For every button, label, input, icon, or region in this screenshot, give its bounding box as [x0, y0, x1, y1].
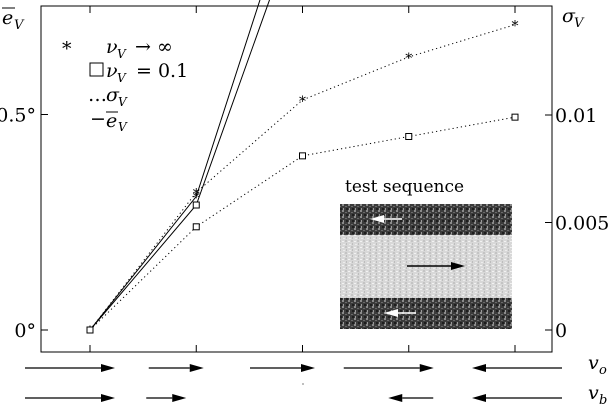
data-point-square: [86, 326, 94, 334]
direction-arrow-left: [472, 364, 562, 372]
arrow-head: [189, 364, 204, 372]
row-label-vb: v: [588, 382, 599, 404]
data-point-star: *: [512, 19, 519, 35]
direction-arrow-left: [472, 394, 562, 402]
data-point-star: *: [405, 51, 412, 67]
right-ticks: 0 0.005 0.01: [545, 105, 609, 342]
right-axis-label-sub: V: [574, 16, 585, 31]
legend-symbol-square: [89, 62, 104, 77]
legend-label-square-sub: V: [117, 71, 127, 85]
inset-title: test sequence: [345, 177, 464, 197]
legend-label-ebar: e: [106, 110, 117, 132]
arrow-head: [101, 364, 115, 372]
bottom-direction-rows: [25, 364, 562, 402]
legend-label-star-rest: → ∞: [135, 36, 173, 58]
data-point-star: *: [299, 94, 306, 110]
arrow-head: [384, 309, 398, 317]
data-point-square: [405, 133, 413, 140]
data-point-star: *: [193, 190, 200, 206]
arrow-head: [172, 394, 187, 402]
arrow-head: [419, 364, 434, 372]
row-labels: v o v b: [588, 352, 607, 408]
direction-arrow-right: [25, 394, 115, 402]
right-axis-label: σ V: [562, 5, 585, 31]
series-layer: **********: [86, 0, 519, 340]
direction-arrow-right: [343, 364, 434, 372]
legend-symbol-solid: −: [90, 108, 106, 130]
right-tick-label: 0.01: [555, 105, 597, 127]
legend-symbol-star: *: [62, 38, 72, 60]
direction-arrow-right: [146, 394, 187, 402]
left-tick-label: 0°: [14, 320, 36, 342]
left-axis-label-sub: V: [14, 18, 25, 33]
row-label-vo-sub: o: [599, 363, 607, 378]
legend-label-ebar-sub: V: [118, 120, 128, 134]
left-axis-label: e V: [2, 7, 25, 33]
right-axis-label-main: σ: [562, 5, 576, 27]
row-label-vo: v: [588, 352, 599, 374]
legend-symbol-dotted: …: [88, 84, 107, 106]
data-point-square: [192, 223, 200, 231]
inset-band-top: [340, 204, 512, 235]
arrow-head: [370, 215, 384, 223]
series-square-sigma: [86, 113, 519, 334]
row-label-vb-sub: b: [599, 393, 607, 408]
arrow-head: [301, 364, 315, 372]
x-ticks: [89, 6, 516, 352]
data-point-star: *: [193, 186, 200, 202]
legend-label-sigma: σ: [106, 84, 120, 106]
legend-label-square: ν: [106, 60, 118, 82]
series-line: [89, 0, 261, 331]
direction-arrow-left: [388, 394, 434, 402]
arrow-head: [451, 262, 465, 270]
inset-arrow-right: [407, 262, 465, 270]
legend-label-star-sub: V: [117, 47, 127, 61]
data-point-square: [299, 152, 306, 160]
arrow-head: [472, 394, 486, 402]
legend-label-square-rest: = 0.1: [136, 60, 188, 82]
direction-arrow-right: [250, 364, 315, 372]
inset-arrow-left: [384, 309, 416, 317]
legend-label-sigma-sub: V: [118, 95, 128, 109]
inset-band-bottom: [340, 298, 512, 329]
left-tick-label: 0.5°: [0, 105, 36, 127]
inset-arrows: [370, 215, 465, 317]
right-tick-label: 0: [555, 320, 567, 342]
series-line: [89, 0, 271, 331]
inset-arrow-left: [370, 215, 402, 223]
plot-frame: [40, 5, 553, 353]
legend-label-star: ν: [106, 36, 118, 58]
left-axis-label-main: e: [2, 7, 13, 29]
direction-arrow-right: [25, 364, 115, 372]
arrow-head: [101, 394, 115, 402]
left-ticks: 0°0.5°1°: [0, 105, 48, 342]
right-tick-label: 0.005: [555, 213, 609, 235]
direction-arrow-right: [148, 364, 204, 372]
legend: * ν V → ∞ ν V = 0.1 … σ V − e V: [62, 36, 188, 134]
data-point-square: [192, 201, 200, 209]
arrow-head: [472, 364, 486, 372]
test-sequence-inset: test sequence: [340, 177, 512, 329]
arrow-head: [388, 394, 403, 402]
data-point-square: [511, 113, 519, 121]
series-line: [89, 24, 516, 331]
